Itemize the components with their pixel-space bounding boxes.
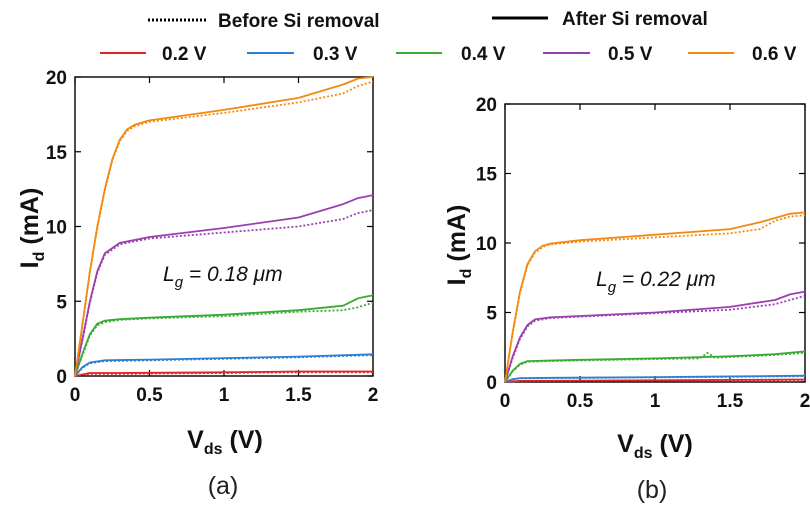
y-tick-label: 0 bbox=[486, 373, 497, 394]
legend-voltages: 0.2 V 0.3 V 0.4 V 0.5 V 0.6 V bbox=[100, 44, 797, 65]
series-line-before bbox=[504, 294, 806, 383]
y-tick-label: 15 bbox=[476, 165, 498, 186]
legend-item-voltage: 0.4 V bbox=[396, 44, 506, 65]
legend-item-voltage: 0.2 V bbox=[100, 44, 207, 65]
legend-label: 0.5 V bbox=[608, 44, 653, 65]
x-axis-title-b: Vds (V) bbox=[617, 430, 693, 462]
series-line-after bbox=[74, 353, 374, 377]
series-line-after bbox=[74, 370, 373, 377]
x-tick-label: 1 bbox=[650, 391, 661, 412]
x-axis-title-a: Vds (V) bbox=[187, 426, 263, 458]
legend-label: 0.6 V bbox=[752, 44, 797, 65]
legend-item-voltage: 0.5 V bbox=[543, 44, 653, 65]
y-tick-label: 5 bbox=[56, 292, 67, 313]
series-line-after bbox=[74, 76, 374, 377]
x-tick-label: 1.5 bbox=[717, 391, 744, 412]
x-tick-label: 1.5 bbox=[285, 385, 312, 406]
x-tick-label: 1 bbox=[219, 385, 230, 406]
plot-frame-a bbox=[74, 76, 374, 377]
y-axis-title-b: Id (mA) bbox=[443, 205, 475, 286]
series-line-after bbox=[74, 194, 374, 377]
legend-label: 0.2 V bbox=[162, 44, 207, 65]
x-tick-label: 0 bbox=[500, 391, 511, 412]
series-line-before bbox=[74, 209, 374, 377]
x-tick-label: 0.5 bbox=[567, 391, 594, 412]
series-line-after bbox=[504, 378, 806, 383]
legend-item-voltage: 0.3 V bbox=[247, 44, 358, 65]
legend: Before Si removal After Si removal 0.2 V… bbox=[100, 9, 797, 65]
y-tick-label: 5 bbox=[486, 304, 497, 325]
y-tick-label: 20 bbox=[46, 68, 67, 89]
y-axis-title-a: Id (mA) bbox=[16, 188, 48, 269]
x-tick-label: 0 bbox=[70, 385, 81, 406]
legend-after-label: After Si removal bbox=[562, 9, 708, 30]
panel-label-a: (a) bbox=[208, 472, 239, 500]
panel-label-b: (b) bbox=[637, 476, 668, 504]
series-line-after bbox=[74, 294, 374, 377]
x-tick-label: 2 bbox=[800, 391, 810, 412]
x-tick-label: 2 bbox=[368, 385, 379, 406]
legend-label: 0.3 V bbox=[313, 44, 358, 65]
y-tick-label: 10 bbox=[46, 218, 67, 239]
legend-label: 0.4 V bbox=[461, 44, 506, 65]
series-line-before bbox=[74, 301, 374, 377]
series-line-before bbox=[504, 214, 806, 383]
series-line-after bbox=[504, 350, 806, 383]
annotation-a: Lg = 0.18 μm bbox=[163, 263, 283, 291]
annotation-b: Lg = 0.22 μm bbox=[596, 268, 716, 296]
series-line-after bbox=[504, 374, 806, 383]
x-tick-label: 0.5 bbox=[136, 385, 163, 406]
legend-after: After Si removal bbox=[492, 9, 708, 30]
legend-before: Before Si removal bbox=[148, 11, 380, 32]
legend-before-label: Before Si removal bbox=[218, 11, 380, 32]
series-line-after bbox=[504, 211, 806, 383]
y-tick-label: 0 bbox=[56, 367, 67, 388]
y-tick-label: 10 bbox=[476, 234, 497, 255]
legend-item-voltage: 0.6 V bbox=[688, 44, 797, 65]
y-tick-label: 15 bbox=[46, 143, 68, 164]
series-line-after bbox=[504, 290, 806, 383]
y-tick-label: 20 bbox=[476, 95, 497, 116]
